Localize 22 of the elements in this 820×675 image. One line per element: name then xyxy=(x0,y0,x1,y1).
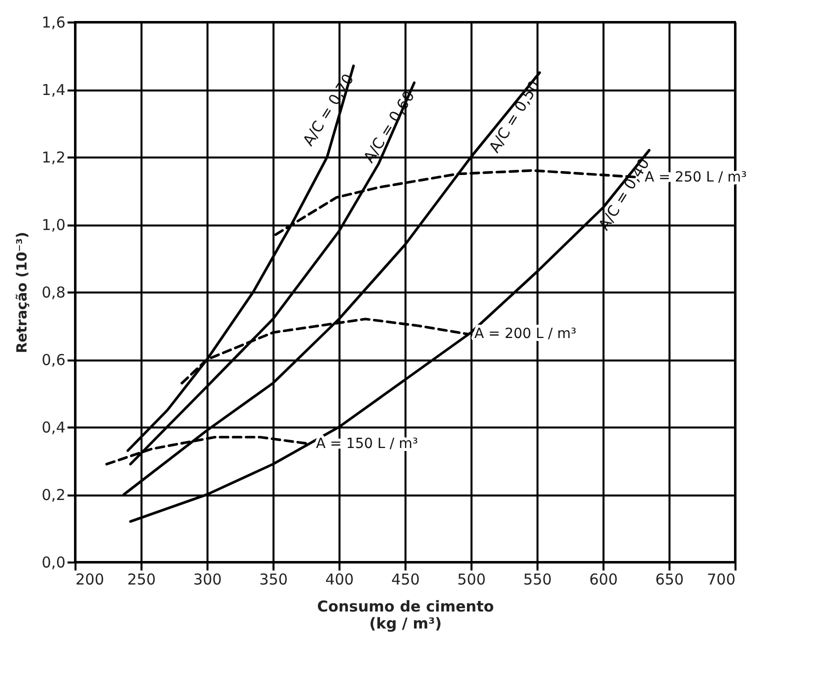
x-tick-label: 350 xyxy=(259,570,288,588)
y-tick-label: 1,4 xyxy=(42,81,66,99)
y-tick-label: 0,4 xyxy=(42,418,66,436)
y-tick-label: 1,2 xyxy=(42,148,66,166)
y-tick-label: 0,6 xyxy=(42,351,66,369)
x-tick-label: 450 xyxy=(391,570,420,588)
y-axis-title: Retração (10⁻³) xyxy=(14,232,31,354)
y-tick-label: 1,6 xyxy=(42,14,66,32)
y-tick-label: 0,2 xyxy=(42,486,66,504)
x-tick-label: 600 xyxy=(589,570,618,588)
x-tick-label: 550 xyxy=(523,570,552,588)
y-tick-label: 1,0 xyxy=(42,216,66,234)
x-tick-label: 650 xyxy=(655,570,684,588)
x-tick-label: 400 xyxy=(325,570,354,588)
x-tick-label: 500 xyxy=(457,570,486,588)
x-tick-label: 300 xyxy=(193,570,222,588)
x-axis-title: Consumo de cimento (kg / m³) xyxy=(317,598,494,632)
x-tick-label: 250 xyxy=(127,570,156,588)
y-tick-label: 0,8 xyxy=(42,284,66,302)
x-tick-label: 200 xyxy=(76,570,104,588)
y-tick-label: 0,0 xyxy=(42,554,66,572)
x-tick-label: 700 xyxy=(706,570,736,588)
